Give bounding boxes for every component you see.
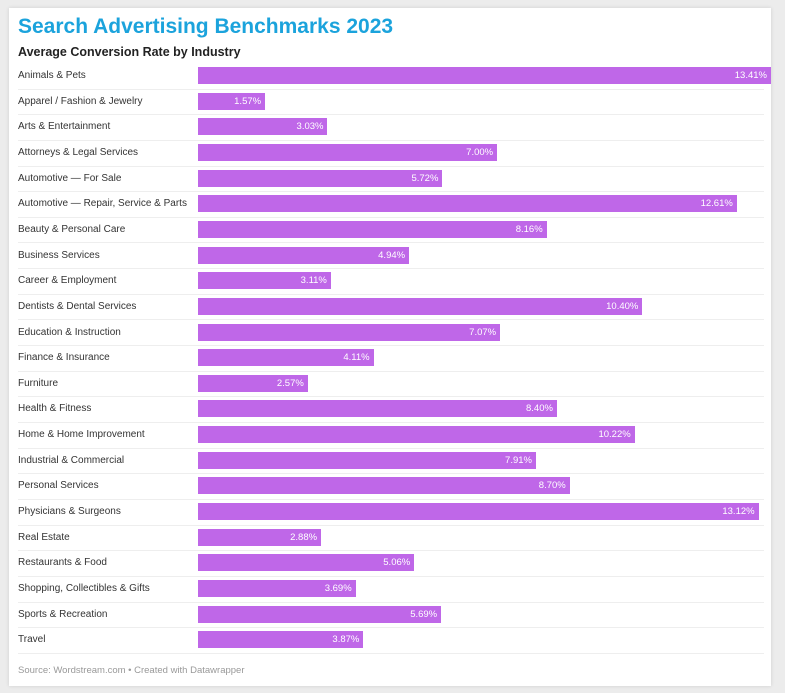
bar-row: Business Services 4.94%: [18, 243, 764, 270]
value-label: 3.69%: [324, 583, 352, 594]
category-label: Home & Home Improvement: [18, 429, 145, 441]
value-label: 5.72%: [411, 172, 439, 184]
category-label: Attorneys & Legal Services: [18, 146, 139, 158]
bar: 4.94%: [198, 246, 410, 264]
value-label: 8.40%: [525, 403, 553, 415]
bar: 7.07%: [198, 323, 501, 341]
category-label: Furniture: [18, 377, 59, 389]
bar-row: Animals & Pets 13.41%: [18, 63, 771, 90]
bar: 8.70%: [198, 477, 570, 495]
category-label: Automotive — For Sale: [18, 172, 122, 184]
category-label: Health & Fitness: [18, 403, 92, 415]
chart-card: Search Advertising Benchmarks 2023 Avera…: [9, 8, 771, 686]
bar-row: Automotive — Repair, Service & Parts 12.6…: [18, 191, 764, 218]
bar-row: Real Estate 2.88%: [18, 525, 764, 552]
value-label: 8.70%: [538, 480, 566, 492]
bar-row: Travel 3.87%: [18, 627, 764, 654]
category-label: Career & Employment: [18, 275, 117, 287]
bar-row: Attorneys & Legal Services 7.00%: [18, 140, 764, 167]
category-label: Shopping, Collectibles & Gifts: [18, 583, 150, 594]
bar: 10.40%: [198, 297, 643, 315]
bar-row: Personal Services 8.70%: [18, 473, 764, 500]
category-label: Restaurants & Food: [18, 557, 107, 569]
bar-row: Industrial & Commercial 7.91%: [18, 448, 764, 475]
value-label: 12.61%: [700, 198, 733, 210]
category-label: Physicians & Surgeons: [18, 506, 121, 518]
bar: 4.11%: [198, 349, 374, 367]
bar: 3.69%: [198, 580, 356, 597]
category-label: Business Services: [18, 249, 100, 261]
value-label: 2.57%: [276, 377, 304, 389]
value-label: 5.06%: [383, 557, 411, 569]
source-note: Source: Wordstream.com • Created with Da…: [18, 665, 245, 676]
value-label: 7.91%: [505, 454, 532, 466]
bar: 2.57%: [198, 374, 308, 392]
category-label: Dentists & Dental Services: [18, 300, 137, 312]
value-label: 4.11%: [343, 352, 370, 364]
value-label: 8.16%: [515, 223, 543, 235]
category-label: Real Estate: [18, 531, 70, 543]
bar: 3.03%: [198, 118, 328, 136]
value-label: 7.00%: [466, 146, 494, 158]
bar: 13.41%: [198, 67, 771, 84]
bar: 5.69%: [198, 605, 442, 623]
category-label: Automotive — Repair, Service & Parts: [18, 198, 187, 210]
bar: 8.16%: [198, 220, 547, 238]
bar: 12.61%: [198, 195, 737, 213]
category-label: Travel: [18, 634, 46, 646]
bar: 7.00%: [198, 143, 498, 161]
bar-row: Dentists & Dental Services 10.40%: [18, 294, 764, 321]
value-label: 4.94%: [378, 249, 406, 261]
bar-row: Shopping, Collectibles & Gifts 3.69%: [18, 576, 764, 603]
bar: 8.40%: [198, 400, 557, 418]
category-label: Apparel / Fashion & Jewelry: [18, 95, 143, 107]
value-label: 10.22%: [598, 429, 631, 441]
value-label: 13.41%: [734, 70, 767, 81]
value-label: 3.11%: [300, 275, 327, 287]
bar-row: Education & Instruction 7.07%: [18, 320, 764, 347]
bar: 1.57%: [198, 92, 266, 110]
bar: 3.11%: [198, 272, 331, 290]
bar-row: Sports & Recreation 5.69%: [18, 602, 764, 629]
bar: 10.22%: [198, 426, 635, 444]
bar-row: Restaurants & Food 5.06%: [18, 550, 764, 577]
bar-row: Health & Fitness 8.40%: [18, 396, 764, 424]
chart-subtitle: Average Conversion Rate by Industry: [18, 45, 241, 59]
value-label: 3.03%: [296, 121, 324, 133]
value-label: 10.40%: [606, 300, 639, 312]
value-label: 13.12%: [722, 506, 755, 518]
chart-title: Search Advertising Benchmarks 2023: [18, 15, 394, 38]
value-label: 3.87%: [332, 634, 360, 646]
bar: 7.91%: [198, 451, 536, 469]
bar: 2.88%: [198, 528, 322, 546]
bar: 5.72%: [198, 169, 443, 187]
bar: 3.87%: [198, 631, 364, 649]
category-label: Personal Services: [18, 480, 99, 492]
bar-row: Home & Home Improvement 10.22%: [18, 422, 764, 449]
category-label: Industrial & Commercial: [18, 454, 125, 466]
category-label: Finance & Insurance: [18, 352, 110, 364]
bar-row: Finance & Insurance 4.11%: [18, 345, 764, 372]
bar-row: Beauty & Personal Care 8.16%: [18, 217, 764, 244]
value-label: 5.69%: [410, 608, 438, 620]
bar-row: Apparel / Fashion & Jewelry 1.57%: [18, 89, 764, 116]
value-label: 2.88%: [290, 531, 318, 543]
value-label: 1.57%: [234, 95, 262, 107]
bar-row: Arts & Entertainment 3.03%: [18, 114, 764, 141]
bar-row: Automotive — For Sale 5.72%: [18, 166, 764, 193]
bar-row: Career & Employment 3.11%: [18, 268, 764, 295]
bar: 13.12%: [198, 503, 759, 521]
category-label: Sports & Recreation: [18, 608, 108, 620]
category-label: Arts & Entertainment: [18, 121, 111, 133]
category-label: Animals & Pets: [18, 70, 86, 81]
bar-row: Furniture 2.57%: [18, 371, 764, 398]
value-label: 7.07%: [469, 326, 497, 338]
category-label: Education & Instruction: [18, 326, 121, 338]
bar-row: Physicians & Surgeons 13.12%: [18, 499, 764, 526]
category-label: Beauty & Personal Care: [18, 223, 126, 235]
bar: 5.06%: [198, 554, 415, 572]
